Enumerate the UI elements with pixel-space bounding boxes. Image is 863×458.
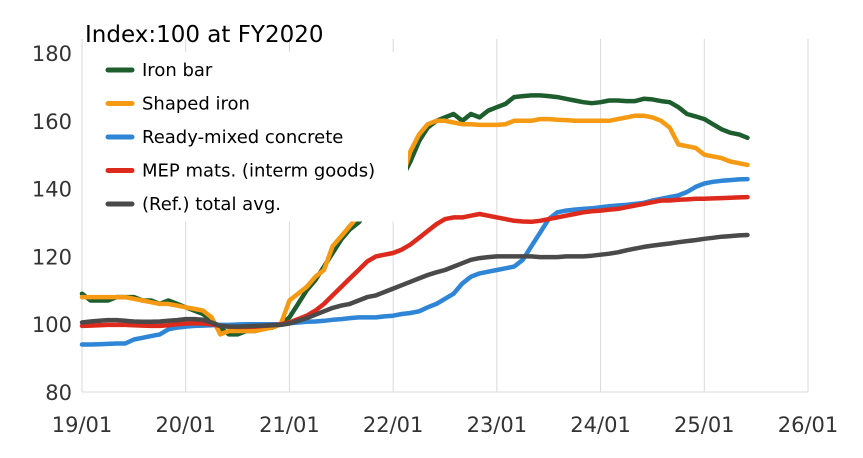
unit-label: Index:100 at FY2020 [85, 22, 324, 48]
x-tick-label: 21/01 [259, 413, 320, 437]
y-tick-label: 180 [32, 42, 72, 66]
y-tick-label: 100 [32, 313, 72, 337]
x-tick-label: 24/01 [570, 413, 631, 437]
y-tick-label: 140 [32, 178, 72, 202]
series-lines [79, 93, 750, 347]
legend-label: Shaped iron [142, 94, 250, 115]
legend-label: (Ref.) total avg. [142, 194, 281, 215]
x-tick-label: 20/01 [155, 413, 216, 437]
series-line [79, 113, 750, 337]
legend-background [98, 52, 408, 222]
x-tick-label: 26/01 [778, 413, 839, 437]
legend-label: Iron bar [142, 60, 213, 81]
x-tick-label: 22/01 [363, 413, 424, 437]
series-line [79, 194, 750, 330]
y-tick-label: 80 [45, 381, 72, 405]
legend-label: Ready-mixed concrete [142, 127, 343, 148]
x-tick-label: 19/01 [52, 413, 113, 437]
legend: Iron bar Shaped iron Ready-mixed concrete M… [98, 52, 408, 222]
y-tick-label: 120 [32, 245, 72, 269]
y-tick-label: 160 [32, 110, 72, 134]
x-tick-label: 23/01 [467, 413, 528, 437]
series-line [79, 232, 750, 329]
x-tick-label: 25/01 [674, 413, 735, 437]
x-axis-ticks: 19/01 20/01 21/01 22/01 23/01 24/01 25/01 26/01 [52, 413, 839, 437]
y-axis-ticks: 80 100 120 140 160 180 [32, 42, 72, 405]
legend-label: MEP mats. (interm goods) [142, 161, 375, 182]
